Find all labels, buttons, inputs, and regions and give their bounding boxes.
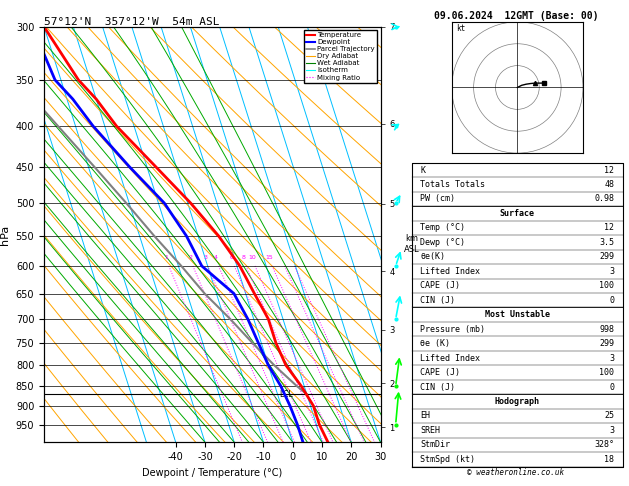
Text: PW (cm): PW (cm) [420, 194, 455, 204]
Text: θe (K): θe (K) [420, 339, 450, 348]
Text: Surface: Surface [500, 209, 535, 218]
Text: 299: 299 [599, 252, 615, 261]
Y-axis label: km
ASL: km ASL [404, 235, 420, 254]
Text: 09.06.2024  12GMT (Base: 00): 09.06.2024 12GMT (Base: 00) [433, 11, 598, 21]
Text: EH: EH [420, 412, 430, 420]
Text: 0: 0 [610, 295, 615, 305]
Text: CAPE (J): CAPE (J) [420, 368, 460, 377]
Text: 18: 18 [604, 455, 615, 464]
Text: © weatheronline.co.uk: © weatheronline.co.uk [467, 468, 564, 477]
Text: 0: 0 [610, 382, 615, 392]
Text: 6: 6 [230, 255, 234, 260]
Text: 1: 1 [165, 255, 169, 260]
Text: 57°12'N  357°12'W  54m ASL: 57°12'N 357°12'W 54m ASL [44, 17, 220, 27]
Text: Lifted Index: Lifted Index [420, 354, 481, 363]
Text: 0.98: 0.98 [594, 194, 615, 204]
Text: 12: 12 [604, 224, 615, 232]
Text: Temp (°C): Temp (°C) [420, 224, 465, 232]
Text: 12: 12 [604, 166, 615, 174]
Text: K: K [420, 166, 425, 174]
X-axis label: Dewpoint / Temperature (°C): Dewpoint / Temperature (°C) [142, 468, 282, 478]
Y-axis label: hPa: hPa [0, 225, 10, 244]
Text: kt: kt [456, 24, 465, 33]
Text: 998: 998 [599, 325, 615, 334]
Text: CIN (J): CIN (J) [420, 382, 455, 392]
Legend: Temperature, Dewpoint, Parcel Trajectory, Dry Adiabat, Wet Adiabat, Isotherm, Mi: Temperature, Dewpoint, Parcel Trajectory… [304, 30, 377, 83]
Text: 8: 8 [242, 255, 245, 260]
Text: StmSpd (kt): StmSpd (kt) [420, 455, 476, 464]
Text: 2: 2 [189, 255, 192, 260]
Text: 4: 4 [214, 255, 218, 260]
Text: Totals Totals: Totals Totals [420, 180, 486, 189]
Text: CAPE (J): CAPE (J) [420, 281, 460, 290]
Text: Dewp (°C): Dewp (°C) [420, 238, 465, 247]
Text: CIN (J): CIN (J) [420, 295, 455, 305]
Text: Most Unstable: Most Unstable [485, 310, 550, 319]
Text: Hodograph: Hodograph [495, 397, 540, 406]
Text: 100: 100 [599, 281, 615, 290]
Text: 3.5: 3.5 [599, 238, 615, 247]
Text: Lifted Index: Lifted Index [420, 267, 481, 276]
Text: 15: 15 [265, 255, 274, 260]
Text: 3: 3 [203, 255, 207, 260]
Text: 10: 10 [248, 255, 257, 260]
Text: 299: 299 [599, 339, 615, 348]
Text: 48: 48 [604, 180, 615, 189]
Text: LCL: LCL [279, 390, 292, 399]
Text: Pressure (mb): Pressure (mb) [420, 325, 486, 334]
Text: 328°: 328° [594, 440, 615, 450]
Text: 25: 25 [604, 412, 615, 420]
Text: 3: 3 [610, 426, 615, 435]
Text: 3: 3 [610, 267, 615, 276]
Text: 100: 100 [599, 368, 615, 377]
Text: SREH: SREH [420, 426, 440, 435]
Text: 3: 3 [610, 354, 615, 363]
Text: θe(K): θe(K) [420, 252, 445, 261]
Text: StmDir: StmDir [420, 440, 450, 450]
